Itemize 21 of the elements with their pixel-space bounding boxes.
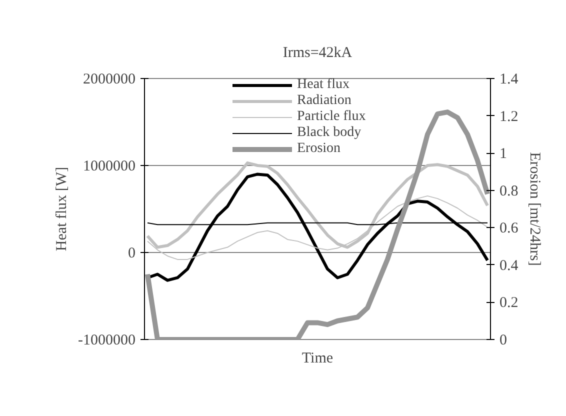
y-tick-label: -1000000: [78, 332, 136, 348]
y2-tick-label: 1: [500, 146, 507, 162]
y2-tick-label: 0.2: [500, 295, 518, 312]
y2-tick-label: 0.4: [500, 258, 519, 274]
chart-title: Irms=42kA: [282, 45, 352, 61]
y2-tick-label: 1.4: [500, 72, 519, 88]
legend-label: Radiation: [297, 93, 352, 109]
y2-tick-label: 0.6: [500, 220, 519, 237]
x-axis-title: Time: [302, 350, 334, 366]
y-tick-label: 2000000: [83, 72, 136, 88]
y2-tick-label: 0.8: [500, 183, 518, 200]
legend-label: Heat flux: [297, 77, 350, 93]
legend-label: Particle flux: [297, 109, 366, 125]
y-axis-title: Heat flux [W]: [54, 166, 70, 252]
y2-tick-label: 1.2: [500, 108, 518, 125]
y2-tick-label: 0: [500, 332, 507, 348]
y-tick-label: 0: [128, 246, 136, 262]
legend-label: Erosion: [297, 141, 341, 157]
y2-axis-title: Erosion [mt/24hrs]: [526, 152, 542, 266]
legend-label: Black body: [297, 125, 362, 141]
y-tick-label: 1000000: [83, 158, 136, 174]
